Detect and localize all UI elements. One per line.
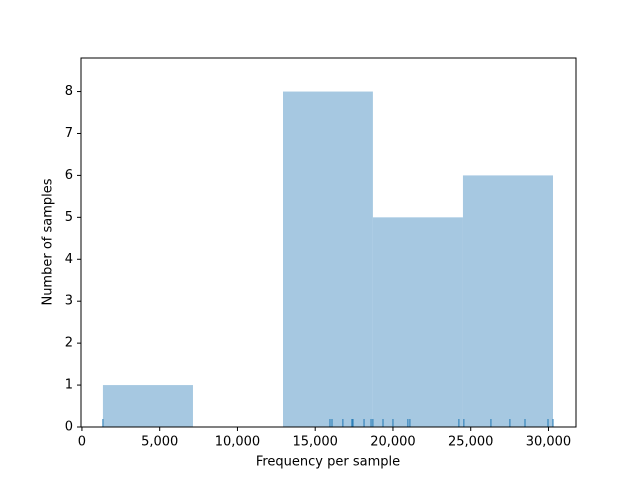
bar [372,217,463,427]
x-tick-label: 0 [78,435,86,450]
x-tick-label: 25,000 [448,435,494,450]
y-tick-label: 1 [65,378,73,393]
y-tick-label: 4 [65,252,73,267]
x-axis-label: Frequency per sample [256,455,400,470]
bar [102,385,193,427]
axes-frame [80,57,577,428]
x-tick-label: 10,000 [215,435,261,450]
bar [462,175,553,427]
y-tick-label: 3 [65,294,73,309]
y-tick-label: 6 [65,168,73,183]
y-axis-label: Number of samples [41,178,56,305]
y-tick-label: 2 [65,336,73,351]
x-tick-label: 5,000 [141,435,178,450]
y-tick-label: 0 [65,420,73,435]
x-tick-label: 15,000 [292,435,338,450]
bar [283,91,373,427]
x-tick-label: 20,000 [370,435,416,450]
y-tick-label: 5 [65,210,73,225]
y-tick-label: 7 [65,126,73,141]
y-tick-label: 8 [65,84,73,99]
x-tick-label: 30,000 [526,435,572,450]
